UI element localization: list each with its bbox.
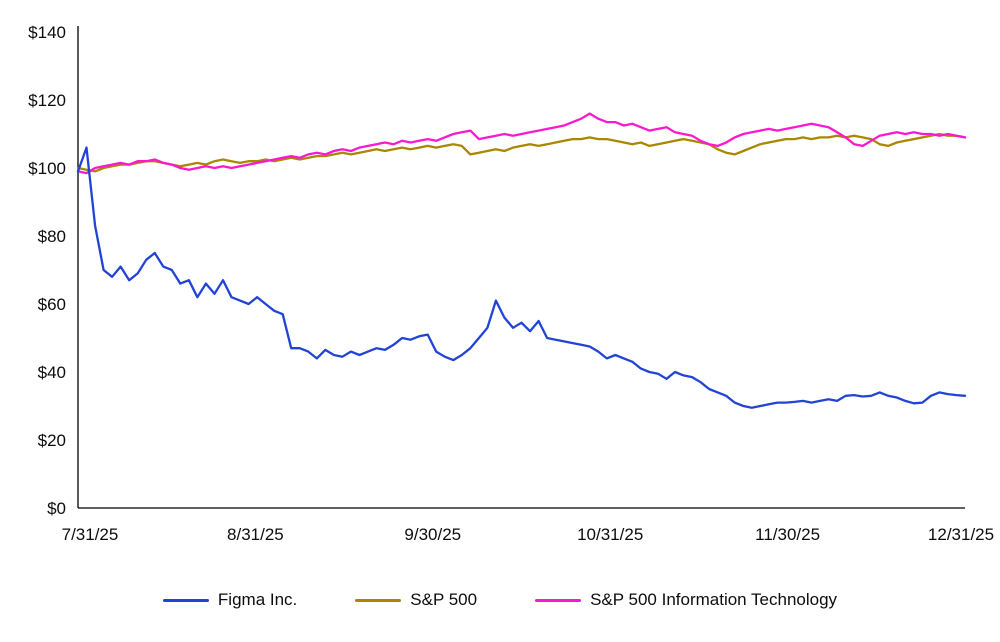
- series-line-s-p-500-information-technology: [76, 112, 967, 175]
- series-line-s-p-500: [76, 132, 967, 173]
- legend-label-sp500-it: S&P 500 Information Technology: [590, 590, 838, 609]
- legend-swatch-sp500: [355, 598, 402, 602]
- x-tick-label-8-31-25: 8/31/25: [227, 525, 284, 544]
- legend-item-figma-inc: Figma Inc.: [162, 590, 298, 610]
- x-tick-label-7-31-25: 7/31/25: [62, 525, 119, 544]
- axes: [77, 26, 965, 509]
- y-tick-label-20: $20: [38, 431, 66, 450]
- series-line-figma-inc: [76, 146, 967, 409]
- legend-item-sp500-it: S&P 500 Information Technology: [535, 590, 837, 610]
- y-tick-label-40: $40: [38, 363, 66, 382]
- chart-legend: Figma Inc. S&P 500 S&P 500 Information T…: [0, 590, 1000, 610]
- line-chart-svg: $0 $20 $40 $60 $80 $100 $120 $140 7/31/25 8/31/25…: [28, 23, 994, 544]
- x-tick-label-11-30-25: 11/30/25: [755, 525, 820, 544]
- y-tick-label-140: $140: [28, 23, 66, 42]
- x-tick-label-10-31-25: 10/31/25: [577, 525, 643, 544]
- legend-swatch-figma-inc: [162, 598, 209, 602]
- legend-label-sp500: S&P 500: [410, 590, 478, 609]
- legend-item-sp500: S&P 500: [355, 590, 477, 610]
- legend-label-figma-inc: Figma Inc.: [217, 590, 298, 609]
- legend-swatch-sp500-it: [535, 598, 582, 602]
- x-tick-label-9-30-25: 9/30/25: [404, 525, 461, 544]
- x-tick-label-12-31-25: 12/31/25: [928, 525, 994, 544]
- y-tick-label-120: $120: [28, 91, 66, 110]
- y-tick-label-0: $0: [47, 499, 66, 518]
- y-tick-label-60: $60: [38, 295, 66, 314]
- y-tick-label-80: $80: [38, 227, 66, 246]
- y-tick-label-100: $100: [28, 159, 66, 178]
